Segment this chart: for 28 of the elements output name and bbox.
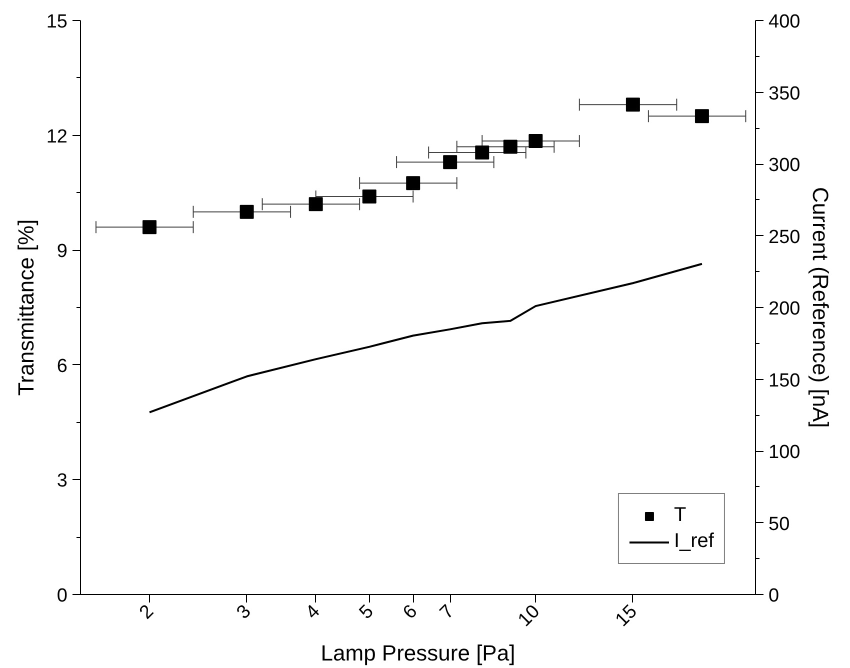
x-tick-label: 10 (514, 601, 544, 631)
y-tick-label: 3 (56, 470, 68, 492)
y-tick-label: 6 (56, 356, 68, 377)
y2-axis-title: Current (Reference) [nA] (808, 187, 834, 428)
y2-tick-label: 200 (768, 298, 800, 320)
x-axis-title: Lamp Pressure [Pa] (320, 640, 516, 666)
legend-label: I_ref (674, 530, 714, 553)
x-tick-label: 4 (302, 600, 325, 624)
y2-tick-label: 100 (768, 442, 800, 463)
x-tick-label: 15 (612, 601, 642, 631)
y-axis-title: Transmittance [%] (13, 219, 38, 396)
y2-tick-label: 350 (768, 83, 800, 104)
y-tick-label: 15 (46, 12, 68, 32)
x-tick-label: 2 (136, 601, 158, 624)
y-tick-label: 0 (56, 586, 68, 606)
y2-tick-label: 150 (768, 370, 800, 392)
y2-tick-label: 0 (768, 586, 780, 606)
x-tick-label: 6 (399, 601, 422, 624)
y2-tick-label: 250 (768, 226, 800, 248)
legend-label: T (674, 504, 688, 527)
y2-tick-label: 300 (768, 155, 800, 176)
y-tick-label: 9 (56, 241, 68, 262)
x-tick-label: 3 (232, 601, 256, 624)
y2-tick-label: 50 (768, 514, 790, 535)
x-tick-label: 5 (356, 601, 378, 624)
x-tick-label: 7 (436, 601, 459, 624)
y2-tick-label: 400 (768, 12, 800, 32)
y-tick-label: 12 (46, 126, 68, 148)
